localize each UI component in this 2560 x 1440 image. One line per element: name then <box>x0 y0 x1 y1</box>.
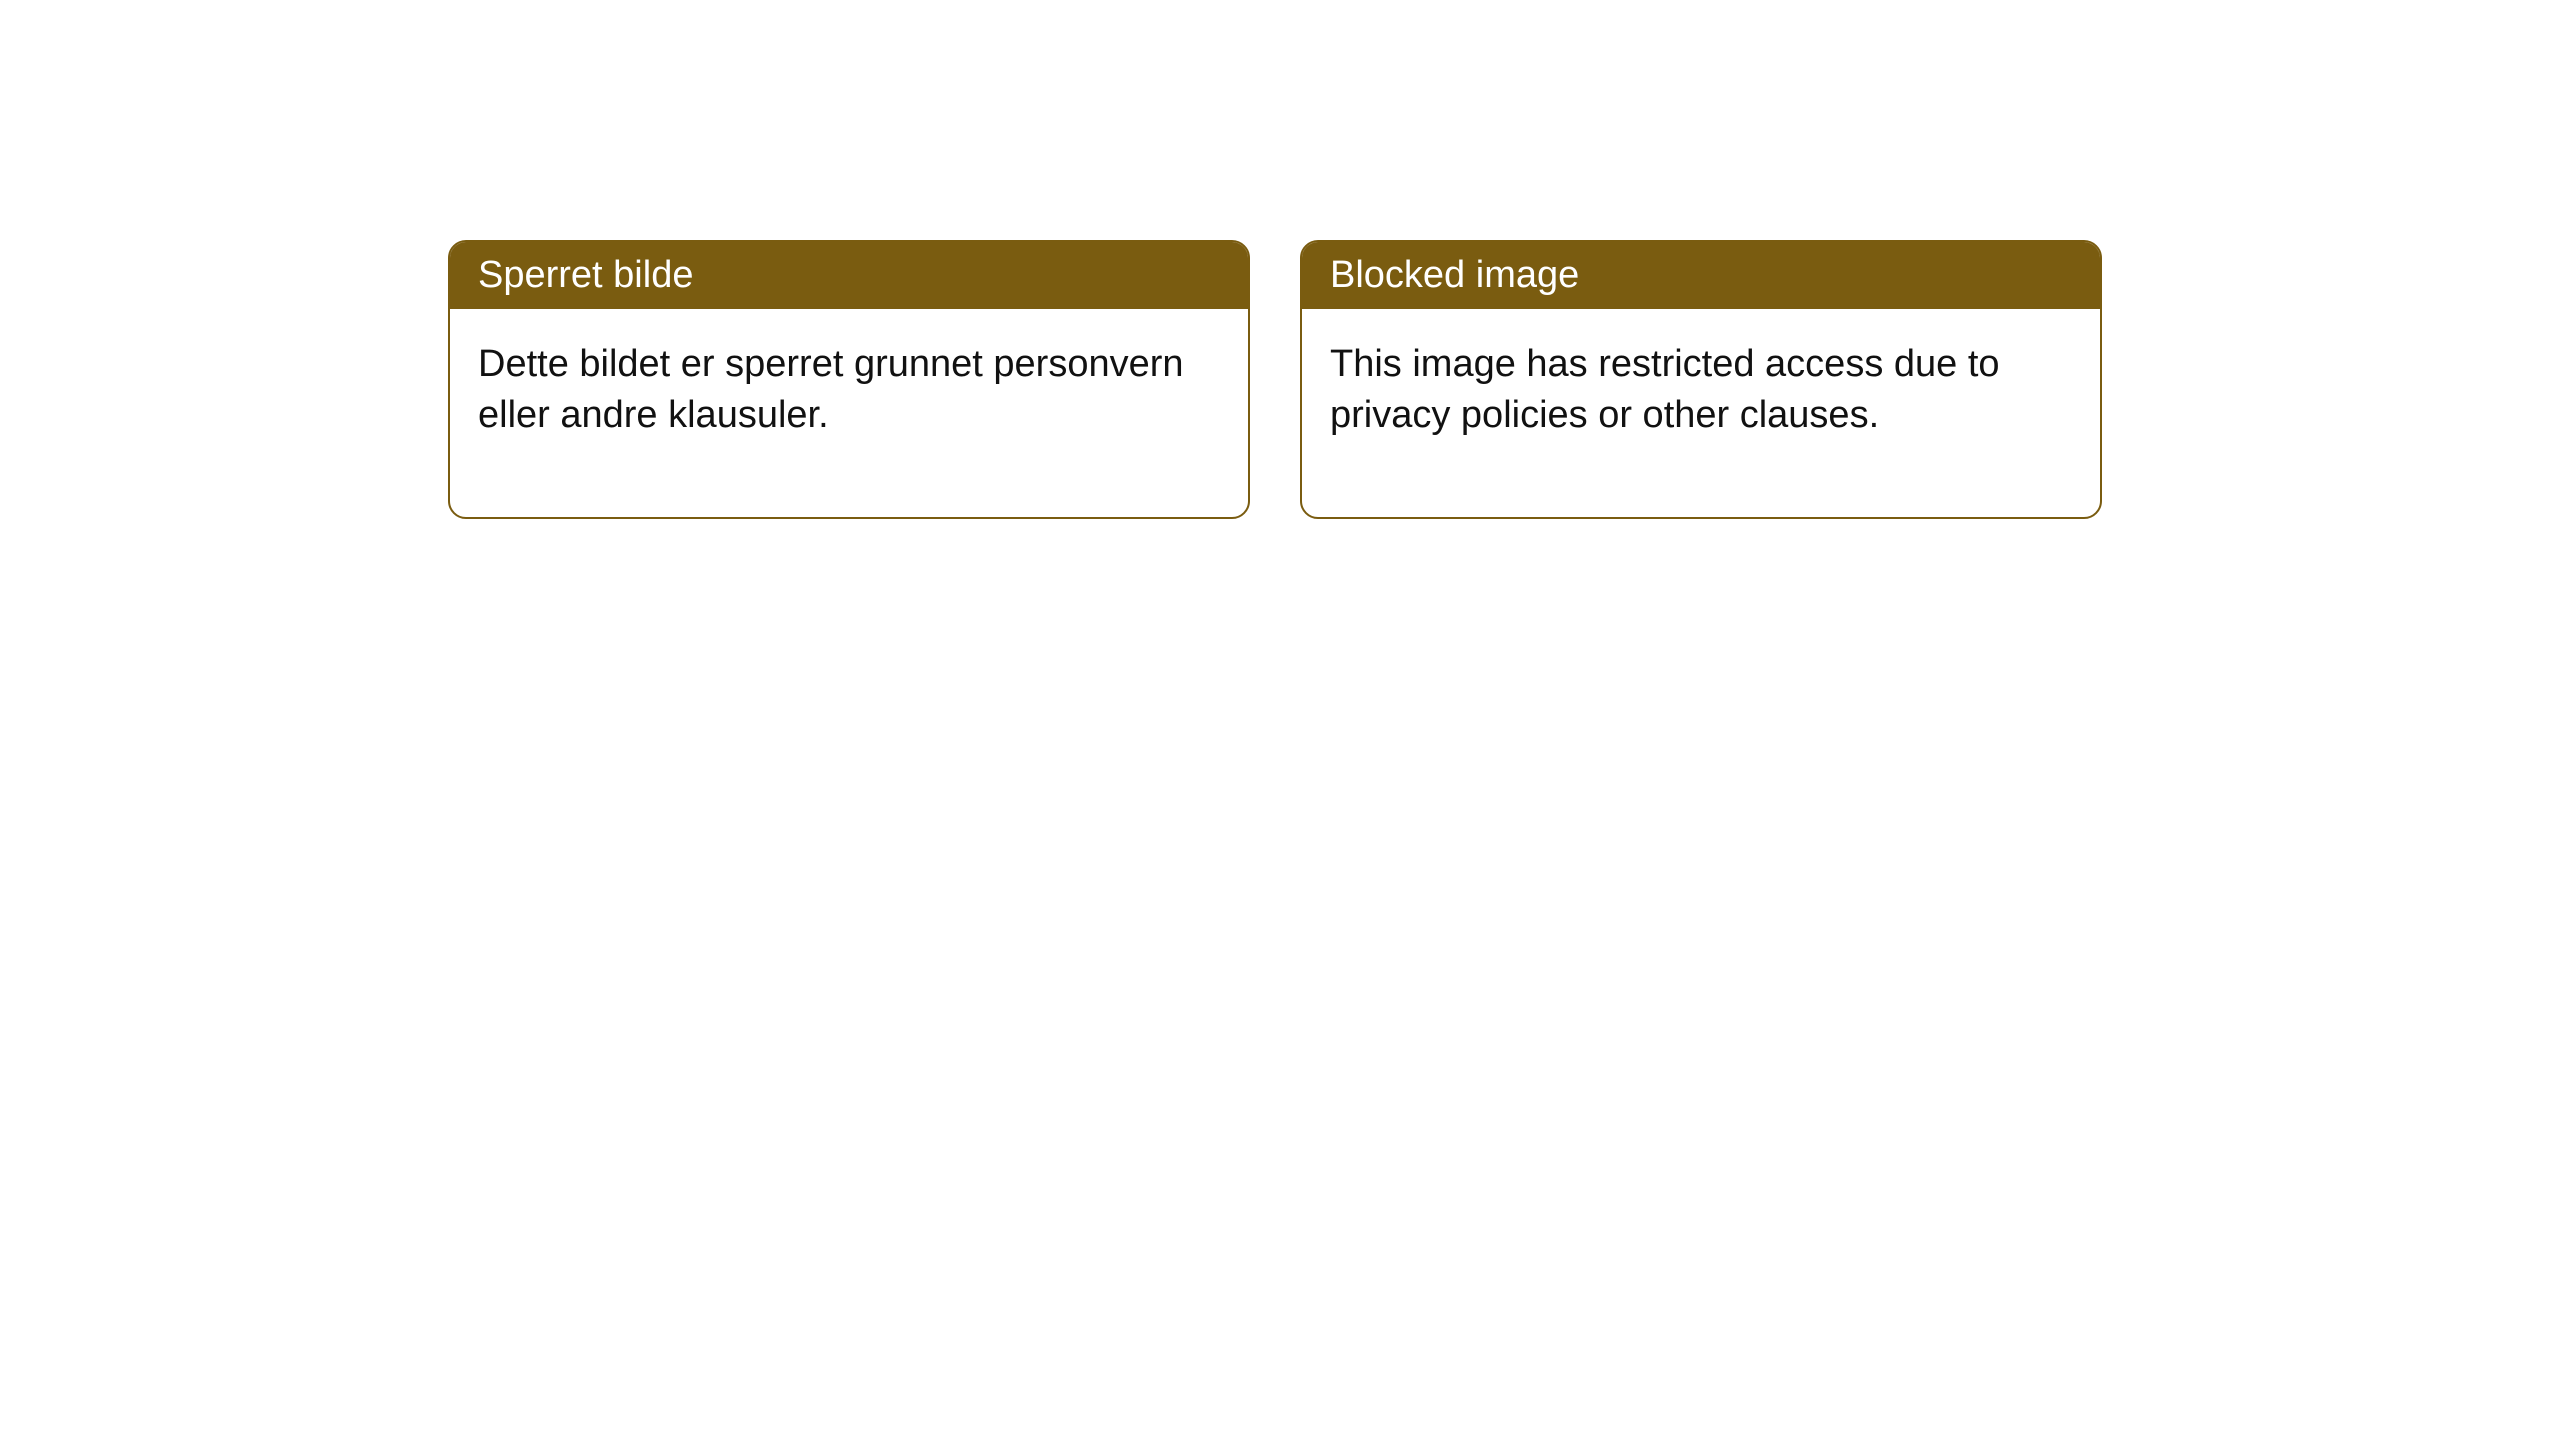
notice-container: Sperret bilde Dette bildet er sperret gr… <box>0 0 2560 519</box>
notice-body: This image has restricted access due to … <box>1302 309 2100 517</box>
notice-body: Dette bildet er sperret grunnet personve… <box>450 309 1248 517</box>
notice-header: Blocked image <box>1302 242 2100 309</box>
notice-header: Sperret bilde <box>450 242 1248 309</box>
notice-card-english: Blocked image This image has restricted … <box>1300 240 2102 519</box>
notice-card-norwegian: Sperret bilde Dette bildet er sperret gr… <box>448 240 1250 519</box>
